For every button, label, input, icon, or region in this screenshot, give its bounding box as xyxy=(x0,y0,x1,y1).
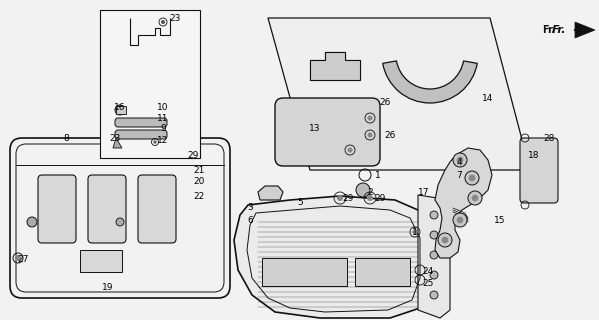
Circle shape xyxy=(430,251,438,259)
Circle shape xyxy=(116,218,124,226)
Polygon shape xyxy=(310,52,360,80)
Polygon shape xyxy=(418,195,450,318)
Wedge shape xyxy=(383,61,477,103)
Text: Fr.: Fr. xyxy=(541,25,555,35)
Circle shape xyxy=(468,191,482,205)
Text: 24: 24 xyxy=(422,268,434,276)
Polygon shape xyxy=(575,22,595,38)
Text: 16: 16 xyxy=(114,102,126,111)
Text: 13: 13 xyxy=(309,124,320,132)
Circle shape xyxy=(356,183,370,197)
Circle shape xyxy=(348,148,352,152)
Text: 2: 2 xyxy=(367,188,373,196)
FancyBboxPatch shape xyxy=(520,138,558,203)
Circle shape xyxy=(368,133,372,137)
Text: 22: 22 xyxy=(193,191,205,201)
Text: 1: 1 xyxy=(375,171,381,180)
FancyBboxPatch shape xyxy=(275,98,380,166)
Text: 14: 14 xyxy=(482,93,494,102)
Polygon shape xyxy=(310,52,360,80)
Circle shape xyxy=(430,291,438,299)
Text: 6: 6 xyxy=(247,215,253,225)
Text: 19: 19 xyxy=(102,284,114,292)
Circle shape xyxy=(472,195,478,201)
Text: 29: 29 xyxy=(374,194,386,203)
FancyBboxPatch shape xyxy=(10,138,230,298)
FancyBboxPatch shape xyxy=(16,144,224,292)
Circle shape xyxy=(465,171,479,185)
Text: 28: 28 xyxy=(543,133,555,142)
FancyBboxPatch shape xyxy=(88,175,126,243)
Circle shape xyxy=(154,141,156,143)
Polygon shape xyxy=(234,196,430,318)
Circle shape xyxy=(115,105,125,115)
Text: 23: 23 xyxy=(109,133,120,142)
Polygon shape xyxy=(268,18,530,170)
Circle shape xyxy=(442,237,448,243)
Circle shape xyxy=(430,211,438,219)
Polygon shape xyxy=(258,186,283,200)
Text: 4: 4 xyxy=(456,157,462,166)
FancyBboxPatch shape xyxy=(138,175,176,243)
Text: 29: 29 xyxy=(342,194,353,203)
Text: 9: 9 xyxy=(160,124,166,132)
Text: 25: 25 xyxy=(422,279,434,289)
Bar xyxy=(80,250,122,272)
Circle shape xyxy=(430,271,438,279)
Polygon shape xyxy=(113,138,122,148)
Text: Fr.: Fr. xyxy=(552,25,566,35)
Circle shape xyxy=(27,217,37,227)
Text: 1: 1 xyxy=(412,228,418,236)
Bar xyxy=(100,10,200,158)
Bar xyxy=(116,106,126,114)
Text: 11: 11 xyxy=(158,114,169,123)
Text: 7: 7 xyxy=(456,171,462,180)
Text: 10: 10 xyxy=(158,102,169,111)
Circle shape xyxy=(337,196,343,201)
Circle shape xyxy=(430,231,438,239)
Circle shape xyxy=(162,20,165,23)
Text: 26: 26 xyxy=(379,98,391,107)
Text: 8: 8 xyxy=(63,133,69,142)
Circle shape xyxy=(469,175,475,181)
Text: 26: 26 xyxy=(385,131,396,140)
Bar xyxy=(262,258,347,286)
Circle shape xyxy=(453,153,467,167)
FancyBboxPatch shape xyxy=(115,130,167,139)
Circle shape xyxy=(453,213,467,227)
Text: 5: 5 xyxy=(297,197,303,206)
Text: 3: 3 xyxy=(247,203,253,212)
Circle shape xyxy=(457,157,463,163)
Text: 29: 29 xyxy=(187,150,199,159)
Text: 27: 27 xyxy=(17,255,29,265)
Circle shape xyxy=(368,116,372,120)
Text: 18: 18 xyxy=(528,150,540,159)
Circle shape xyxy=(368,196,373,201)
Text: 12: 12 xyxy=(158,135,169,145)
Polygon shape xyxy=(435,148,492,258)
Circle shape xyxy=(413,230,417,234)
FancyBboxPatch shape xyxy=(38,175,76,243)
Circle shape xyxy=(457,217,463,223)
Bar xyxy=(355,258,410,286)
Text: 17: 17 xyxy=(418,188,429,196)
Text: 15: 15 xyxy=(494,215,506,225)
FancyBboxPatch shape xyxy=(115,118,167,127)
Circle shape xyxy=(438,233,452,247)
Circle shape xyxy=(16,255,20,260)
Text: 20: 20 xyxy=(193,177,205,186)
Text: 23: 23 xyxy=(170,13,181,22)
Text: 21: 21 xyxy=(193,165,205,174)
